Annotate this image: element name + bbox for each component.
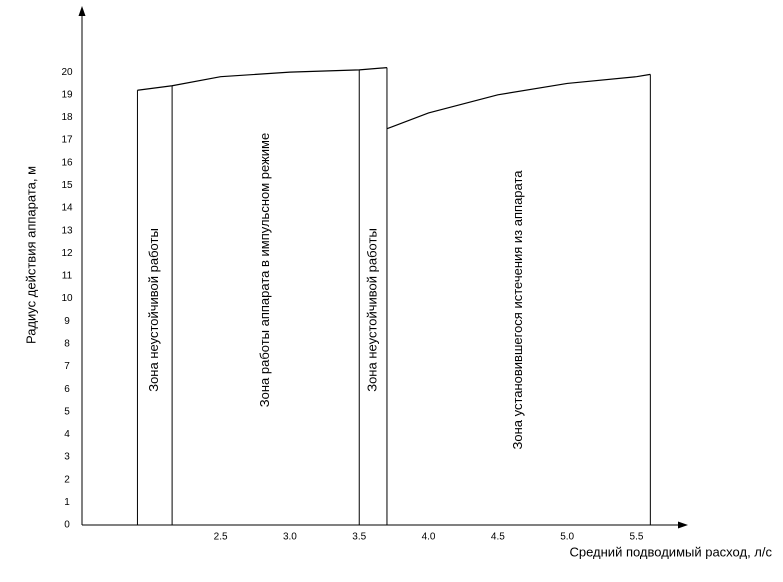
y-tick-label: 9 <box>64 316 70 327</box>
x-tick-label: 3.0 <box>283 532 297 543</box>
y-tick-label: 14 <box>61 203 73 214</box>
x-axis-label: Средний подводимый расход, л/с <box>569 544 772 559</box>
curve <box>386 73 651 130</box>
y-tick-label: 10 <box>61 293 73 304</box>
y-tick-label: 18 <box>61 112 73 123</box>
y-tick-label: 1 <box>64 497 70 508</box>
y-tick-label: 7 <box>64 361 70 372</box>
curve <box>137 67 388 91</box>
x-tick-label: 4.5 <box>491 532 505 543</box>
y-axis-label: Радиус действия аппарата, м <box>23 166 38 344</box>
y-tick-label: 16 <box>61 157 73 168</box>
y-tick-label: 4 <box>64 429 70 440</box>
zone-label: Зона неустойчивой работы <box>365 228 380 392</box>
y-axis-arrow <box>78 6 86 16</box>
zone-label: Зона работы аппарата в импульсном режиме <box>257 133 272 407</box>
y-tick-label: 17 <box>61 135 73 146</box>
x-tick-label: 2.5 <box>214 532 228 543</box>
x-tick-label: 4.0 <box>422 532 436 543</box>
x-tick-label: 5.5 <box>630 532 644 543</box>
y-tick-label: 19 <box>61 89 73 100</box>
x-tick-label: 3.5 <box>352 532 366 543</box>
y-tick-label: 12 <box>61 248 73 259</box>
y-tick-label: 8 <box>64 338 70 349</box>
y-tick-label: 0 <box>64 520 70 531</box>
zone-label: Зона установившегося истечения из аппара… <box>510 170 525 450</box>
y-tick-label: 11 <box>62 271 73 282</box>
y-tick-label: 5 <box>64 406 70 417</box>
y-tick-label: 20 <box>61 67 73 78</box>
y-tick-label: 15 <box>61 180 73 191</box>
y-tick-label: 2 <box>64 474 70 485</box>
y-tick-label: 6 <box>64 384 70 395</box>
y-tick-label: 13 <box>61 225 73 236</box>
zone-label: Зона неустойчивой работы <box>146 228 161 392</box>
y-tick-label: 3 <box>64 452 70 463</box>
x-axis-arrow <box>678 521 688 529</box>
x-tick-label: 5.0 <box>560 532 574 543</box>
